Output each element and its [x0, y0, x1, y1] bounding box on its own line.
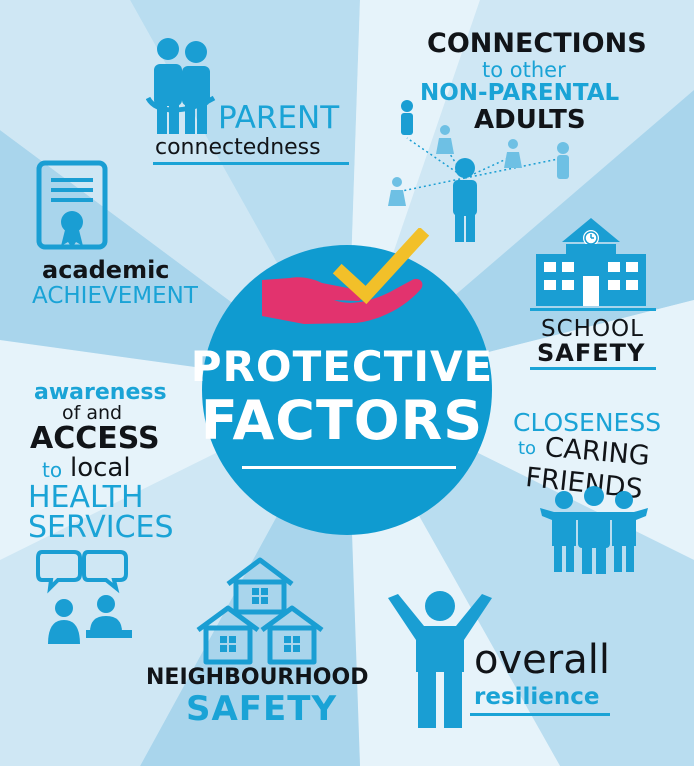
houses-icon	[196, 557, 324, 665]
hand-icon	[262, 228, 430, 324]
health-line4-to: to	[42, 458, 63, 482]
connections-line4: ADULTS	[474, 105, 586, 135]
friends-group-icon	[540, 486, 648, 574]
resilience-line1: overall	[474, 637, 610, 683]
people-network-icon	[388, 100, 569, 242]
parent-underline	[153, 162, 349, 165]
school-line1: SCHOOL	[541, 316, 644, 342]
academic-line1: academic	[42, 256, 170, 284]
school-line2: SAFETY	[537, 339, 646, 367]
resilience-line2: resilience	[474, 684, 600, 710]
ray	[347, 300, 694, 560]
checkmark-icon	[332, 228, 430, 305]
neighbourhood-line2: SAFETY	[186, 689, 338, 729]
school-building-icon	[536, 218, 646, 306]
resilience-underline	[470, 713, 610, 716]
parents-hug-icon	[146, 38, 216, 134]
health-line6: SERVICES	[28, 510, 174, 545]
health-line5: HEALTH	[28, 480, 144, 515]
health-line3: ACCESS	[30, 421, 160, 456]
center-title-line2: FACTORS	[200, 389, 484, 452]
health-line2: of and	[62, 402, 123, 424]
school-bottom-rule	[530, 367, 656, 370]
consultation-icon	[36, 550, 132, 644]
school-top-rule	[530, 308, 656, 311]
center-underline	[242, 466, 456, 469]
health-line1: awareness	[34, 380, 167, 405]
certificate-icon	[36, 160, 108, 250]
neighbourhood-line1: NEIGHBOURHOOD	[146, 665, 369, 690]
connections-title: CONNECTIONS	[427, 28, 647, 59]
friends-line1: CLOSENESS	[513, 408, 662, 437]
friends-line2-to: to	[518, 438, 537, 459]
connections-line2: to other	[482, 58, 566, 82]
parent-subtitle: connectedness	[155, 135, 321, 160]
person-arms-up-icon	[388, 591, 492, 728]
health-line4-local: local	[70, 453, 131, 483]
center-title-line1: PROTECTIVE	[190, 342, 494, 391]
academic-line2: ACHIEVEMENT	[32, 283, 198, 309]
connections-line3: NON-PARENTAL	[420, 80, 620, 106]
parent-title: PARENT	[218, 100, 340, 136]
